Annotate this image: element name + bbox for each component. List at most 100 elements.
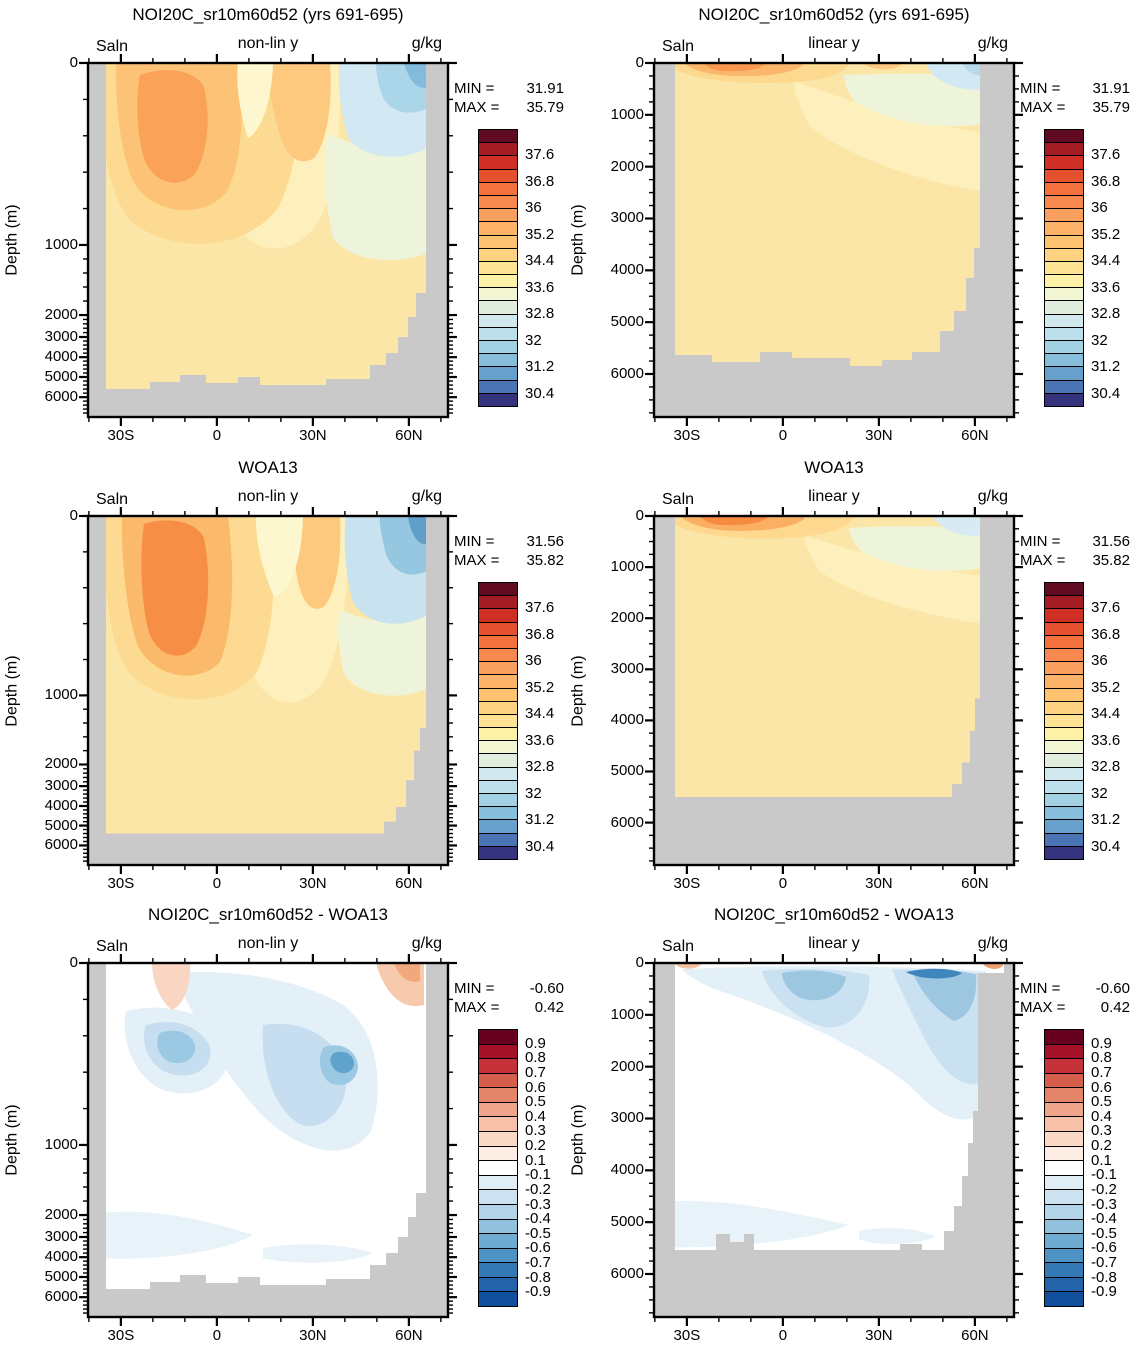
- depth-tick-label: 0: [635, 954, 644, 971]
- lat-tick-label: 0: [212, 427, 222, 444]
- depth-tick-label: 2000: [610, 1057, 644, 1075]
- colorbar-cell: [479, 221, 517, 235]
- lat-tick-label: 30S: [673, 1327, 701, 1344]
- y-axis-label: Depth (m): [2, 63, 24, 417]
- colorbar-tick-label: -0.2: [1091, 1180, 1117, 1198]
- colorbar-cell: [1045, 1058, 1083, 1073]
- colorbar-cell: [479, 1262, 517, 1277]
- colorbar-cell: [1045, 1174, 1083, 1190]
- lat-tick-label: 60N: [961, 875, 989, 892]
- colorbar-cell: [1045, 832, 1083, 846]
- colorbar-tick-label: -0.2: [525, 1180, 551, 1198]
- colorbar-cell: [1045, 130, 1083, 143]
- stats-max: MAX = 0.42: [454, 998, 564, 1017]
- field-plot: [88, 963, 448, 1317]
- colorbar-tick-label: 36: [1091, 199, 1108, 217]
- units-label: g/kg: [977, 935, 1008, 952]
- lat-tick-label: 30N: [865, 427, 893, 444]
- colorbar-cell: [479, 260, 517, 275]
- y-axis-label-text: Depth (m): [570, 654, 587, 727]
- stats-max-value: 35.79: [1092, 99, 1130, 116]
- colorbar-tick-label: 35.2: [525, 678, 555, 696]
- colorbar-tick-label: 30.4: [1091, 837, 1121, 855]
- colorbar-tick-label: 36.8: [1091, 625, 1121, 643]
- colorbar-tick-label: 37.6: [525, 146, 555, 164]
- colorbar-tick-label: 32: [1091, 784, 1108, 802]
- lat-tick-label: 0: [212, 875, 222, 892]
- stats-min-value: -0.60: [529, 980, 564, 997]
- stats-max-label: MAX =: [1020, 99, 1066, 116]
- colorbar-cell: [479, 1116, 517, 1132]
- plot-box: [640, 49, 1028, 431]
- stats-min-value: 31.91: [1092, 80, 1130, 97]
- colorbar-cell: [479, 130, 517, 143]
- stats-max-value: 35.79: [526, 99, 564, 116]
- colorbar-tick-label: 33.6: [525, 278, 555, 296]
- colorbar-cell: [1045, 1145, 1083, 1161]
- depth-tick-label: 3000: [610, 1109, 644, 1127]
- stats-max: MAX = 35.79: [454, 98, 564, 117]
- colorbar-cells: [1044, 129, 1084, 407]
- var-label: Saln: [96, 938, 129, 955]
- colorbar-tick-label: -0.8: [525, 1268, 551, 1286]
- colorbar-tick-label: -0.3: [525, 1195, 551, 1213]
- stats-block: MIN = 31.91 MAX = 35.79: [454, 79, 564, 117]
- depth-tick-label: 4000: [44, 797, 78, 815]
- depth-tick-label: 6000: [44, 1288, 78, 1306]
- lat-tick-label: 30S: [673, 427, 701, 444]
- colorbar-tick-label: 30.4: [525, 384, 555, 402]
- colorbar-cell: [479, 753, 517, 767]
- colorbar-cell: [1045, 647, 1083, 662]
- colorbar-cell: [479, 234, 517, 248]
- colorbar-tick-label: 37.6: [1091, 599, 1121, 617]
- colorbar-cell: [479, 247, 517, 261]
- colorbar-tick-label: 0.3: [525, 1122, 546, 1140]
- stats-min-value: 31.91: [526, 80, 564, 97]
- colorbar-tick-label: 31.2: [525, 358, 555, 376]
- colorbar-tick-label: 0.9: [1091, 1034, 1112, 1052]
- colorbar-cell: [1045, 392, 1083, 406]
- field-plot: [654, 963, 1014, 1317]
- depth-tick-label: 0: [635, 54, 644, 71]
- colorbar-tick-label: -0.1: [1091, 1166, 1117, 1184]
- colorbar-cell: [1045, 221, 1083, 235]
- colorbar-tick-label: 0.6: [525, 1078, 546, 1096]
- colorbar-cell: [1045, 1218, 1083, 1234]
- colorbar-tick-label: 0.7: [525, 1063, 546, 1081]
- colorbar-tick-label: 0.6: [1091, 1078, 1112, 1096]
- lat-tick-label: 0: [212, 1327, 222, 1344]
- colorbar-cell: [1045, 700, 1083, 714]
- y-axis-label-text: Depth (m): [570, 1104, 587, 1176]
- colorbar-tick-label: 36.8: [1091, 172, 1121, 190]
- colorbar-tick-label: 30.4: [1091, 384, 1121, 402]
- stats-min-label: MIN =: [1020, 533, 1061, 550]
- colorbar-cell: [1045, 326, 1083, 340]
- stats-min: MIN = -0.60: [1020, 979, 1130, 998]
- depth-tick-label: 4000: [610, 261, 644, 279]
- stats-min: MIN = 31.91: [454, 79, 564, 98]
- colorbar-tick-label: 32.8: [525, 305, 555, 323]
- colorbar-cell: [479, 1218, 517, 1234]
- stats-block: MIN = 31.91 MAX = 35.79: [1020, 79, 1130, 117]
- colorbar-cell: [479, 1189, 517, 1204]
- colorbar-cell: [479, 287, 517, 301]
- colorbar-cell: [1045, 287, 1083, 301]
- lat-tick-label: 60N: [395, 1327, 423, 1344]
- colorbar-cell: [479, 274, 517, 288]
- colorbar-cell: [479, 1030, 517, 1044]
- colorbar-cell: [1045, 740, 1083, 754]
- depth-tick-label: 3000: [44, 327, 78, 345]
- stats-max-label: MAX =: [454, 99, 500, 116]
- colorbar-cell: [1045, 155, 1083, 169]
- lat-tick-label: 30S: [107, 875, 135, 892]
- colorbar-cell: [1045, 366, 1083, 380]
- depth-tick-label: 5000: [44, 1267, 78, 1285]
- colorbar-cell: [1045, 1030, 1083, 1044]
- stats-block: MIN = 31.56 MAX = 35.82: [454, 532, 564, 570]
- depth-tick-label: 4000: [44, 348, 78, 366]
- colorbar-cell: [479, 168, 517, 182]
- depth-tick-label: 1000: [610, 105, 644, 123]
- colorbar-cell: [1045, 595, 1083, 609]
- lat-tick-label: 0: [778, 427, 788, 444]
- colorbar-tick-label: 0.4: [525, 1107, 546, 1125]
